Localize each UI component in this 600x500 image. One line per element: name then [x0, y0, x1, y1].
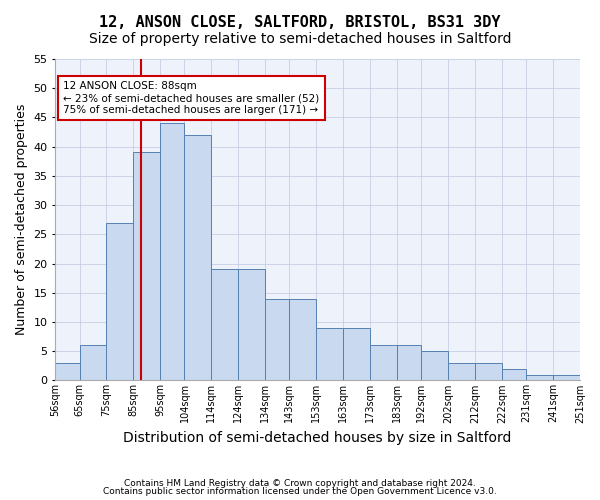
Text: 12, ANSON CLOSE, SALTFORD, BRISTOL, BS31 3DY: 12, ANSON CLOSE, SALTFORD, BRISTOL, BS31…: [99, 15, 501, 30]
Y-axis label: Number of semi-detached properties: Number of semi-detached properties: [15, 104, 28, 336]
Bar: [370, 346, 397, 380]
Bar: [184, 135, 211, 380]
Bar: [343, 328, 370, 380]
Bar: [289, 298, 316, 380]
Bar: [160, 124, 184, 380]
Bar: [211, 270, 238, 380]
Bar: [106, 222, 133, 380]
Bar: [475, 363, 502, 380]
Text: 12 ANSON CLOSE: 88sqm
← 23% of semi-detached houses are smaller (52)
75% of semi: 12 ANSON CLOSE: 88sqm ← 23% of semi-deta…: [63, 82, 319, 114]
Bar: [265, 298, 289, 380]
X-axis label: Distribution of semi-detached houses by size in Saltford: Distribution of semi-detached houses by …: [124, 431, 512, 445]
Bar: [421, 351, 448, 380]
Bar: [80, 346, 106, 380]
Bar: [553, 374, 580, 380]
Bar: [397, 346, 421, 380]
Bar: [448, 363, 475, 380]
Bar: [133, 152, 160, 380]
Bar: [238, 270, 265, 380]
Bar: [526, 374, 553, 380]
Text: Contains public sector information licensed under the Open Government Licence v3: Contains public sector information licen…: [103, 487, 497, 496]
Text: Contains HM Land Registry data © Crown copyright and database right 2024.: Contains HM Land Registry data © Crown c…: [124, 478, 476, 488]
Bar: [316, 328, 343, 380]
Text: Size of property relative to semi-detached houses in Saltford: Size of property relative to semi-detach…: [89, 32, 511, 46]
Bar: [55, 363, 80, 380]
Bar: [502, 368, 526, 380]
